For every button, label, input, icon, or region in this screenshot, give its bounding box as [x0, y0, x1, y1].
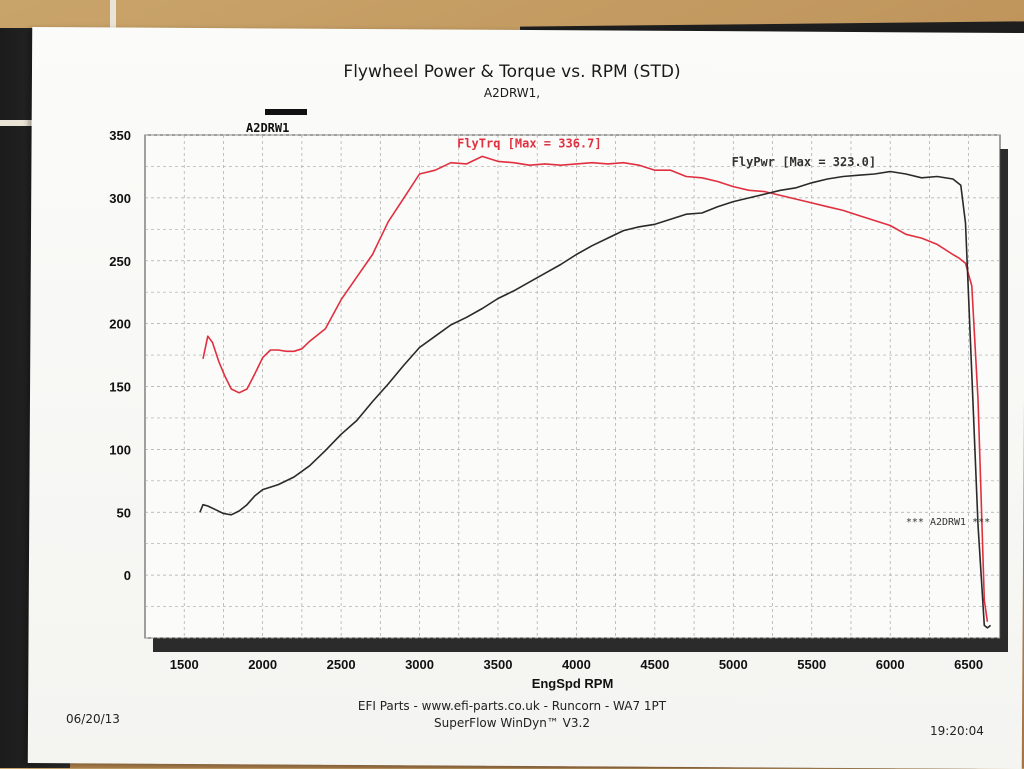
x-tick-label: 5000 [719, 657, 748, 672]
y-tick-label: 350 [109, 128, 131, 143]
y-tick-label: 200 [109, 317, 131, 332]
series-line-flytrq [202, 155, 989, 622]
legend-swatch [265, 109, 307, 115]
y-tick-label: 250 [109, 254, 131, 269]
annotation-label: *** A2DRW1 *** [906, 517, 990, 528]
print-date: 06/20/13 [66, 712, 120, 726]
x-tick-label: 2000 [248, 657, 277, 672]
x-tick-label: 5500 [797, 657, 826, 672]
chart-subtitle: A2DRW1, [483, 86, 541, 100]
series-label-flytrq: FlyTrq [Max = 336.7] [457, 136, 602, 150]
x-tick-label: 6000 [876, 657, 905, 672]
series-label-flypwr: FlyPwr [Max = 323.0] [732, 155, 877, 169]
series-line-flypwr [199, 170, 992, 629]
y-tick-label: 100 [109, 442, 131, 457]
x-tick-label: 1500 [170, 657, 199, 672]
x-tick-label: 4500 [640, 657, 669, 672]
x-tick-label: 3000 [405, 657, 434, 672]
x-axis-label: EngSpd RPM [532, 676, 614, 691]
print-time: 19:20:04 [930, 724, 984, 738]
y-tick-label: 0 [124, 568, 131, 583]
y-tick-label: 50 [117, 505, 131, 520]
x-tick-label: 3500 [484, 657, 513, 672]
footer-line-1: EFI Parts - www.efi-parts.co.uk - Runcor… [357, 699, 667, 713]
x-tick-label: 2500 [327, 657, 356, 672]
y-tick-label: 150 [109, 380, 131, 395]
x-tick-label: 4000 [562, 657, 591, 672]
x-tick-label: 6500 [954, 657, 983, 672]
y-tick-label: 300 [109, 191, 131, 206]
chart-title: Flywheel Power & Torque vs. RPM (STD) [343, 62, 681, 82]
footer-line-2: SuperFlow WinDyn™ V3.2 [434, 716, 590, 730]
legend-label: A2DRW1 [246, 121, 290, 135]
